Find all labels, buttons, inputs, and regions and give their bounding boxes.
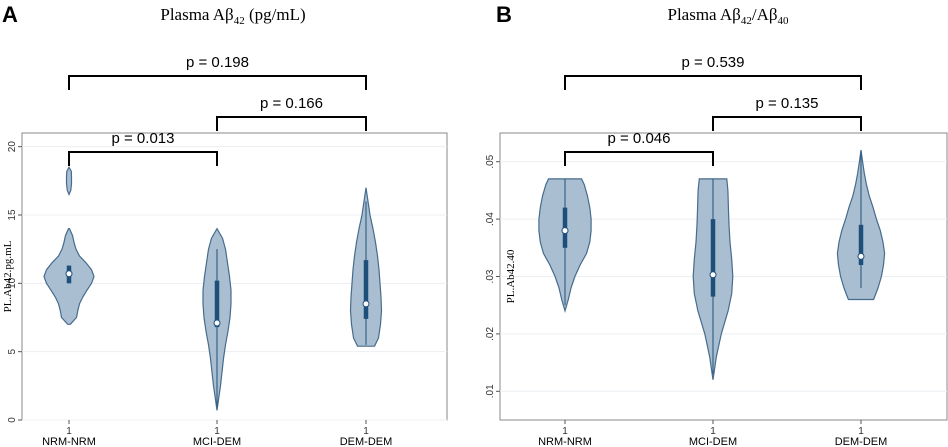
x-tick-label: 1 bbox=[858, 426, 864, 437]
median-point bbox=[65, 270, 73, 278]
p-value-label: p = 0.198 bbox=[186, 54, 249, 71]
panel-letter: A bbox=[2, 2, 18, 27]
violin-outlier-blob bbox=[65, 165, 73, 197]
p-value-label: p = 0.135 bbox=[756, 95, 819, 112]
significance-bracket bbox=[68, 151, 218, 166]
x-tick-label: 1 bbox=[214, 426, 220, 437]
group-name: DEM-DEM bbox=[835, 436, 888, 447]
y-tick-label: .05 bbox=[485, 154, 496, 168]
p-value-label: p = 0.166 bbox=[260, 95, 323, 112]
y-tick-label: .02 bbox=[485, 327, 496, 341]
group-name: MCI-DEM bbox=[193, 436, 241, 447]
panel-letter: B bbox=[496, 2, 512, 27]
x-tick-label: 1 bbox=[562, 426, 568, 437]
median-point bbox=[213, 319, 221, 327]
significance-bracket bbox=[712, 116, 862, 131]
x-tick-label: 1 bbox=[710, 426, 716, 437]
p-value-label: p = 0.539 bbox=[682, 54, 745, 71]
x-tick-label: 1 bbox=[66, 426, 72, 437]
group-name: MCI-DEM bbox=[689, 436, 737, 447]
significance-bracket bbox=[564, 151, 714, 166]
y-tick-label: 5 bbox=[7, 348, 18, 354]
y-tick-label: 20 bbox=[7, 141, 18, 153]
group-name: NRM-NRM bbox=[42, 436, 96, 447]
y-tick-label: .01 bbox=[485, 384, 496, 398]
significance-bracket bbox=[216, 116, 367, 131]
group-name: DEM-DEM bbox=[340, 436, 393, 447]
y-tick-label: 15 bbox=[7, 209, 18, 221]
chart-title: Plasma Aβ42/Aβ40 bbox=[667, 5, 789, 27]
group-name: NRM-NRM bbox=[538, 436, 592, 447]
y-tick-label: 10 bbox=[7, 277, 18, 289]
x-tick-label: 1 bbox=[363, 426, 369, 437]
y-tick-label: 0 bbox=[7, 417, 18, 423]
y-tick-label: .03 bbox=[485, 269, 496, 283]
y-tick-label: .04 bbox=[485, 212, 496, 226]
significance-bracket bbox=[68, 75, 367, 90]
panel-a: A Plasma Aβ42 (pg/mL) 0 5 10 15 20 PL.Ab42.pg.m… bbox=[2, 2, 448, 447]
y-axis-label: PL.Ab42.40 bbox=[505, 249, 517, 303]
median-point bbox=[362, 300, 370, 308]
median-point bbox=[709, 271, 717, 279]
median-point bbox=[857, 252, 865, 260]
y-axis-label: PL.Ab42.pg.mL bbox=[2, 240, 14, 312]
panel-b: B Plasma Aβ42/Aβ40 .01 .02 .03 .04 .05 PL.Ab42.… bbox=[485, 2, 948, 447]
p-value-label: p = 0.046 bbox=[608, 130, 671, 147]
p-value-label: p = 0.013 bbox=[112, 130, 175, 147]
chart-title: Plasma Aβ42 (pg/mL) bbox=[160, 5, 305, 27]
median-point bbox=[561, 227, 569, 235]
significance-bracket bbox=[564, 75, 862, 90]
